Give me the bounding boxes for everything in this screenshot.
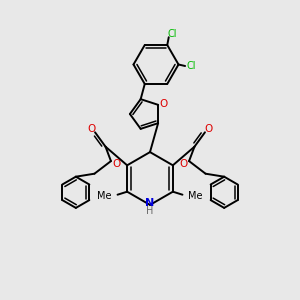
Text: Me: Me (97, 191, 112, 201)
Text: O: O (179, 159, 188, 169)
Text: O: O (159, 99, 168, 109)
Text: Cl: Cl (167, 28, 176, 39)
Text: Me: Me (188, 191, 203, 201)
Text: H: H (146, 206, 154, 216)
Text: O: O (112, 159, 121, 169)
Text: O: O (87, 124, 96, 134)
Text: N: N (146, 197, 154, 208)
Text: O: O (204, 124, 213, 134)
Text: Cl: Cl (186, 61, 196, 71)
